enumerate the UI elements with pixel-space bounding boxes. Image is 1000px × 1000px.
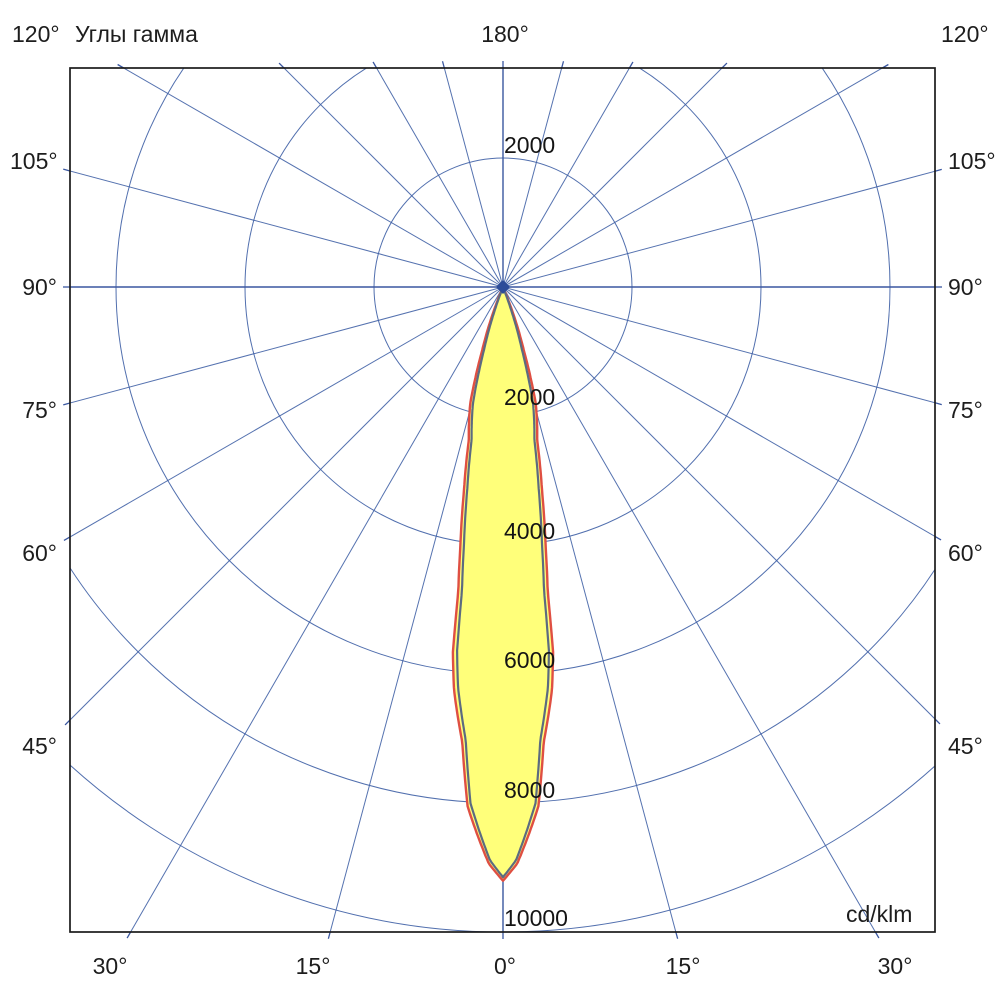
gamma-ray-195 [329, 286, 504, 932]
angle-label-left-45: 45° [22, 733, 57, 759]
angle-label-right-90: 90° [948, 274, 983, 300]
gamma-ray-45 [502, 68, 723, 288]
border-tick-30 [628, 61, 634, 69]
gamma-ray-15 [502, 68, 563, 288]
intensity-lobe [451, 285, 555, 882]
angle-label-left-105: 105° [10, 148, 58, 174]
angle-label-bottom-3: 15° [665, 953, 701, 979]
border-tick-210 [126, 931, 132, 939]
angle-label-right-60: 60° [948, 540, 983, 566]
polar-center-marker [496, 280, 510, 294]
border-tick-165 [675, 931, 679, 939]
border-tick-150 [874, 931, 880, 939]
radial-scale-label-2000-1: 2000 [504, 384, 556, 410]
radial-scale-label-10000-5: 10000 [504, 905, 568, 931]
angle-label-left-60: 60° [22, 540, 57, 566]
radial-scale-label-6000-3: 6000 [504, 647, 556, 673]
radial-scale-label-8000-4: 8000 [504, 777, 556, 803]
top-left-angle-label: 120° [12, 21, 60, 47]
border-tick-marks [63, 61, 942, 939]
angle-label-right-75: 75° [948, 397, 983, 423]
gamma-axis-title: Углы гамма [75, 21, 198, 47]
angle-label-left-75: 75° [22, 397, 57, 423]
gamma-ray-285 [70, 170, 504, 288]
gamma-ray-105 [502, 286, 935, 404]
angle-label-left-90: 90° [22, 274, 57, 300]
gamma-ray-300 [122, 68, 504, 288]
border-tick-255 [63, 402, 71, 406]
gamma-ray-315 [283, 68, 504, 288]
radial-scale-label-2000-0: 2000 [504, 132, 556, 158]
gamma-ray-330 [375, 68, 504, 288]
gamma-ray-345 [443, 68, 504, 288]
top-center-angle-label: 180° [481, 21, 529, 47]
gamma-ray-135 [502, 286, 935, 720]
angle-label-bottom-4: 30° [877, 953, 913, 979]
gamma-ray-120 [502, 286, 935, 537]
gamma-ray-75 [502, 170, 935, 288]
angle-label-right-45: 45° [948, 733, 983, 759]
gamma-ray-255 [70, 286, 504, 404]
plot-border [69, 67, 936, 933]
gamma-ray-60 [502, 68, 884, 288]
border-tick-345 [441, 61, 445, 69]
gamma-ray-210 [130, 286, 504, 932]
border-tick-330 [372, 61, 378, 69]
lobe-curve-c0 [456, 285, 550, 879]
unit-label: cd/klm [846, 901, 913, 927]
radial-scale-label-4000-2: 4000 [504, 518, 556, 544]
border-tick-105 [934, 402, 942, 406]
gamma-ray-240 [70, 286, 504, 538]
angle-label-bottom-0: 30° [92, 953, 128, 979]
border-tick-285 [63, 168, 71, 172]
border-tick-120 [934, 535, 942, 541]
angle-label-bottom-2: 0° [494, 953, 516, 979]
border-tick-240 [63, 536, 71, 542]
gamma-ray-165 [502, 286, 677, 932]
border-tick-15 [561, 61, 565, 69]
gamma-ray-150 [502, 286, 876, 932]
top-right-angle-label: 120° [941, 21, 989, 47]
gamma-ray-30 [502, 68, 631, 288]
angle-label-right-105: 105° [948, 148, 996, 174]
gamma-ray-225 [70, 286, 504, 721]
border-tick-195 [327, 931, 331, 939]
angle-label-bottom-1: 15° [295, 953, 331, 979]
border-tick-75 [934, 168, 942, 172]
